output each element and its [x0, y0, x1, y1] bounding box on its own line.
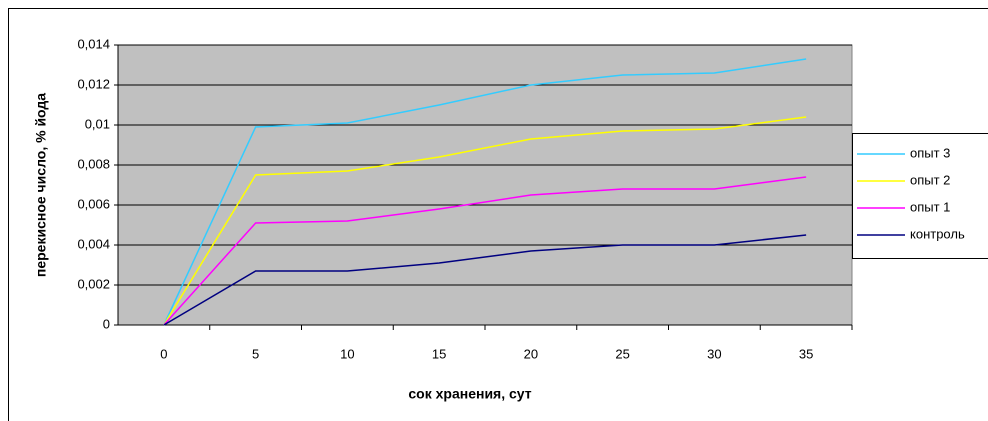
- x-tick-label: 10: [340, 346, 354, 361]
- legend-label: опыт 1: [910, 199, 950, 214]
- y-tick-label: 0,004: [77, 236, 110, 251]
- x-tick-label: 0: [160, 346, 167, 361]
- y-tick-label: 0,01: [85, 116, 110, 131]
- x-tick-label: 20: [524, 346, 538, 361]
- x-tick-label: 15: [432, 346, 446, 361]
- legend-label: опыт 3: [910, 145, 950, 160]
- series-line: [163, 234, 807, 326]
- y-tick-label: 0,014: [77, 36, 110, 51]
- series-line: [163, 58, 807, 326]
- x-axis-label: сок хранения, сут: [408, 386, 531, 402]
- x-tick-label: 35: [799, 346, 813, 361]
- y-tick-label: 0,008: [77, 156, 110, 171]
- x-tick-label: 25: [615, 346, 629, 361]
- legend-label: контроль: [910, 226, 965, 241]
- y-tick-label: 0,002: [77, 276, 110, 291]
- y-tick-label: 0: [103, 316, 110, 331]
- y-axis-label: перекисное число, % йода: [33, 93, 49, 277]
- legend: [852, 133, 988, 259]
- series-line: [163, 116, 807, 326]
- plot-area: [117, 44, 853, 326]
- legend-label: опыт 2: [910, 172, 950, 187]
- x-tick-label: 5: [252, 346, 259, 361]
- x-tick-label: 30: [707, 346, 721, 361]
- y-tick-label: 0,012: [77, 76, 110, 91]
- y-tick-label: 0,006: [77, 196, 110, 211]
- series-line: [163, 176, 807, 326]
